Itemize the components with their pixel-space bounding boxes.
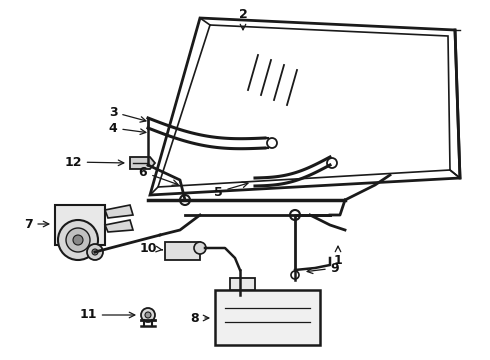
Text: 5: 5 [214, 182, 248, 198]
Circle shape [141, 308, 155, 322]
Polygon shape [105, 205, 133, 218]
Circle shape [327, 158, 337, 168]
Text: 4: 4 [109, 122, 146, 135]
Polygon shape [165, 242, 200, 260]
Circle shape [87, 244, 103, 260]
Text: 1: 1 [334, 246, 343, 266]
Polygon shape [215, 290, 320, 345]
Circle shape [66, 228, 90, 252]
Polygon shape [105, 220, 133, 232]
Circle shape [194, 242, 206, 254]
Circle shape [92, 249, 98, 255]
Text: 6: 6 [139, 166, 178, 185]
Circle shape [58, 220, 98, 260]
Text: 2: 2 [239, 8, 247, 30]
Circle shape [267, 138, 277, 148]
Text: 8: 8 [191, 311, 209, 324]
Text: 11: 11 [79, 309, 135, 321]
Polygon shape [230, 278, 255, 290]
Text: 12: 12 [64, 156, 124, 168]
Polygon shape [130, 157, 155, 169]
Circle shape [291, 271, 299, 279]
Circle shape [73, 235, 83, 245]
Text: 3: 3 [109, 105, 146, 122]
Polygon shape [55, 205, 105, 245]
Circle shape [180, 195, 190, 205]
Circle shape [290, 210, 300, 220]
Circle shape [145, 312, 151, 318]
Text: 10: 10 [139, 242, 162, 255]
Text: 7: 7 [24, 217, 49, 230]
Text: 9: 9 [307, 261, 339, 274]
